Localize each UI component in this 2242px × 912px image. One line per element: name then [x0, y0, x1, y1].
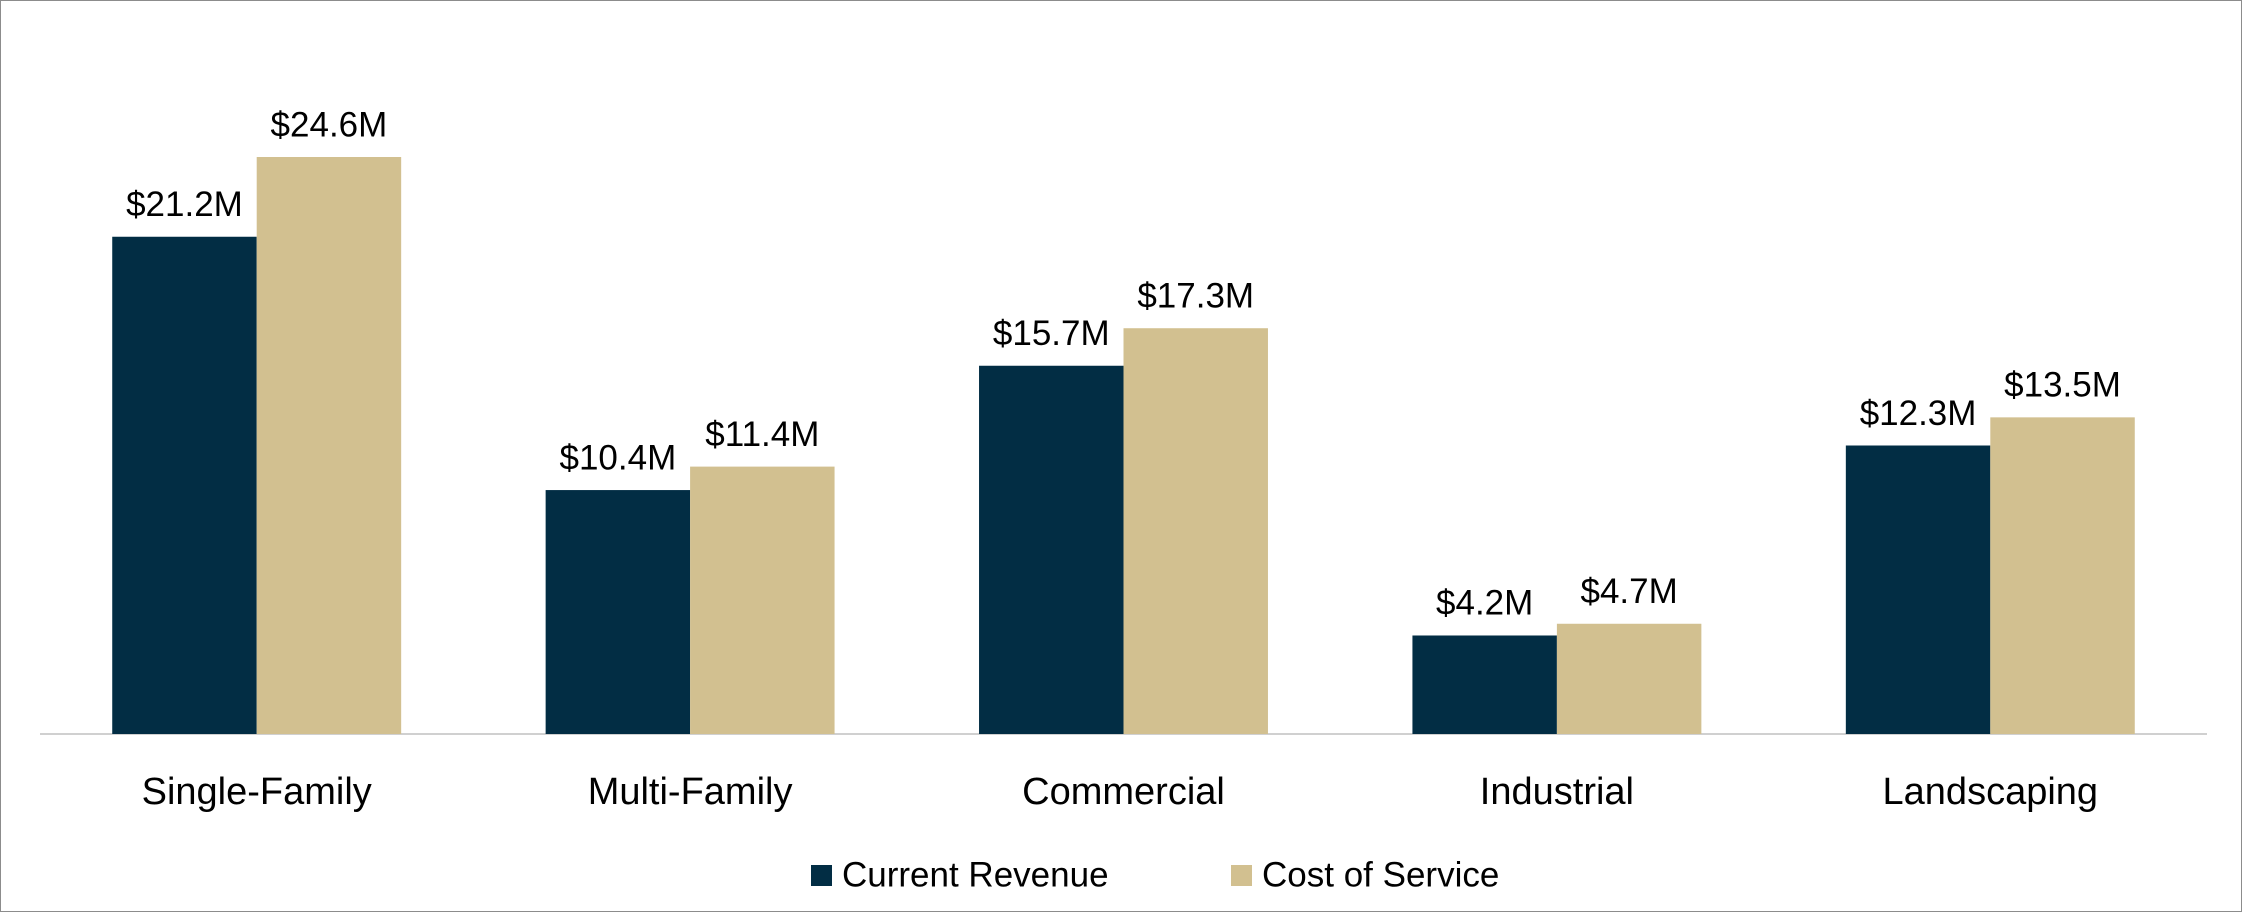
bar: [112, 236, 257, 734]
legend-label: Cost of Service: [1262, 855, 1499, 894]
bar: [979, 365, 1124, 734]
bar: [690, 466, 835, 734]
bar: [1412, 635, 1557, 734]
x-tick-label: Industrial: [1480, 771, 1634, 813]
data-label: $13.5M: [2004, 366, 2121, 405]
bar: [1556, 623, 1702, 734]
x-tick-label: Landscaping: [1883, 771, 2099, 813]
data-label: $11.4M: [705, 415, 819, 454]
bar: [256, 157, 402, 734]
bar: [545, 490, 691, 734]
legend-swatch: [811, 865, 832, 886]
bar: [1845, 445, 1991, 734]
bar: [1990, 417, 2135, 734]
data-label: $21.2M: [126, 185, 243, 224]
data-label: $10.4M: [559, 438, 676, 477]
legend-label: Current Revenue: [842, 855, 1109, 894]
data-label: $12.3M: [1860, 394, 1977, 433]
data-label: $4.2M: [1436, 584, 1533, 623]
legend-swatch: [1231, 865, 1252, 886]
x-tick-label: Single-Family: [142, 771, 372, 813]
data-label: $17.3M: [1137, 276, 1254, 315]
data-label: $24.6M: [271, 105, 388, 144]
data-label: $4.7M: [1580, 572, 1677, 611]
x-tick-label: Multi-Family: [588, 771, 793, 813]
bar: [1123, 328, 1268, 734]
x-tick-label: Commercial: [1022, 771, 1225, 813]
data-label: $15.7M: [993, 314, 1110, 353]
